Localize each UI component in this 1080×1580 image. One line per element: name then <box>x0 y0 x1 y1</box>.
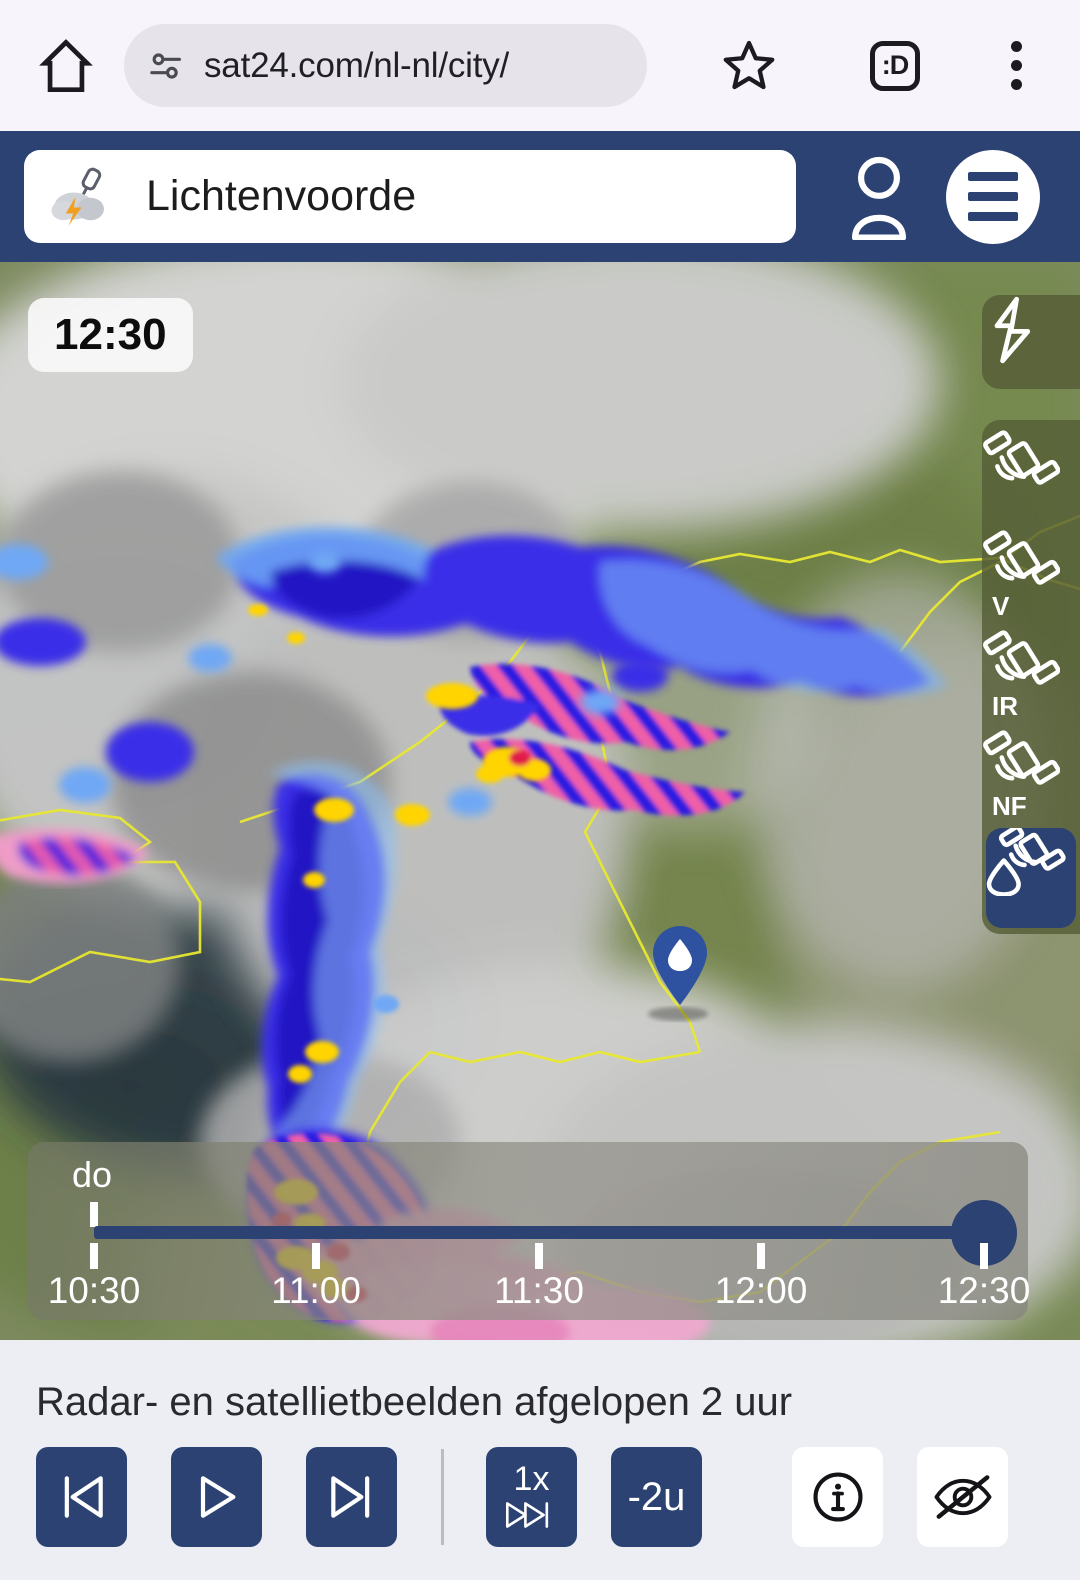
lightning-layer-button[interactable] <box>982 295 1080 389</box>
layer-button-nf[interactable]: NF <box>982 728 1080 828</box>
time-range-button[interactable]: -2u <box>611 1447 702 1547</box>
play-icon <box>200 1476 235 1518</box>
hamburger-menu-button[interactable] <box>946 149 1040 244</box>
satellite-icon <box>983 730 1060 785</box>
satellite-icon <box>983 530 1060 585</box>
layer-button-visual[interactable] <box>982 428 1080 528</box>
kebab-dot <box>1011 79 1023 90</box>
satellite-icon <box>983 630 1060 685</box>
tab-count-label: :D <box>881 50 909 80</box>
layer-label-nf: NF <box>992 791 1027 821</box>
info-circle-icon <box>812 1472 863 1522</box>
layer-button-v[interactable]: V <box>982 528 1080 628</box>
tick-label: 11:00 <box>271 1270 361 1311</box>
radar-map[interactable]: 12:30 <box>0 262 1080 1340</box>
browser-toolbar: sat24.com/nl-nl/city/ :D <box>0 0 1080 131</box>
hamburger-line <box>968 192 1018 201</box>
tick-label: 11:30 <box>494 1270 584 1311</box>
url-text: sat24.com/nl-nl/city/ <box>204 45 510 85</box>
browser-action-icons: :D <box>647 36 1080 96</box>
layer-label-ir: IR <box>992 691 1018 721</box>
tick-label: 10:30 <box>47 1270 141 1311</box>
address-bar[interactable]: sat24.com/nl-nl/city/ <box>124 24 647 107</box>
browser-menu-button[interactable] <box>1011 41 1023 90</box>
satellite-rain-icon <box>986 828 1066 896</box>
page-info-icon <box>150 52 181 79</box>
day-label: do <box>72 1154 113 1195</box>
current-time-badge: 12:30 <box>28 298 193 372</box>
time-slider-panel[interactable]: do 10:30 11:00 11:30 12:00 12:30 <box>28 1142 1031 1320</box>
tick-mark <box>757 1243 765 1269</box>
water-drop-map-pin-icon <box>653 926 707 1005</box>
speed-label: 1x <box>513 1460 550 1498</box>
toolbar-divider <box>441 1449 444 1545</box>
home-button[interactable] <box>18 33 114 99</box>
skip-to-start-button[interactable] <box>36 1447 127 1547</box>
kebab-dot <box>1011 60 1023 71</box>
layer-selector-rail: V IR <box>982 420 1080 934</box>
satellite-icon <box>983 430 1060 485</box>
user-account-icon <box>852 156 906 240</box>
speed-button[interactable]: 1x <box>486 1447 577 1547</box>
search-value: Lichtenvoorde <box>146 172 417 220</box>
city-search-input[interactable]: Lichtenvoorde <box>24 150 796 243</box>
layer-label-v: V <box>992 591 1010 621</box>
skip-end-icon <box>330 1476 369 1518</box>
tick-mark <box>312 1243 320 1269</box>
layer-button-rain-active[interactable] <box>986 828 1076 928</box>
playback-controls: 1x -2u <box>0 1447 1080 1547</box>
app-header: Lichtenvoorde <box>0 131 1080 262</box>
time-slider-track[interactable] <box>94 1199 1017 1266</box>
info-button[interactable] <box>792 1447 883 1547</box>
time-range-label: -2u <box>627 1474 686 1519</box>
tick-label: 12:30 <box>937 1270 1031 1311</box>
fast-forward-icon <box>505 1502 548 1528</box>
tick-label: 12:00 <box>714 1270 808 1311</box>
tick-mark <box>90 1243 98 1269</box>
hamburger-line <box>968 212 1018 221</box>
skip-start-icon <box>64 1476 103 1518</box>
slider-start-tick <box>90 1202 98 1227</box>
hide-layer-button[interactable] <box>917 1447 1008 1547</box>
skip-to-end-button[interactable] <box>306 1447 397 1547</box>
account-button[interactable] <box>840 154 918 240</box>
tick-mark <box>980 1243 988 1269</box>
play-button[interactable] <box>171 1447 262 1547</box>
tick-mark <box>535 1243 543 1269</box>
star-icon[interactable] <box>719 36 779 96</box>
lightning-bolt-icon <box>994 296 1031 364</box>
hamburger-line <box>968 172 1018 181</box>
eye-off-icon <box>934 1475 991 1519</box>
home-icon <box>39 38 93 92</box>
sat24-logo-icon <box>51 167 104 225</box>
toolbar-title: Radar- en satellietbeelden afgelopen 2 u… <box>36 1380 793 1424</box>
layer-button-ir[interactable]: IR <box>982 628 1080 728</box>
kebab-dot <box>1011 41 1023 52</box>
tab-count-button[interactable]: :D <box>869 40 920 91</box>
